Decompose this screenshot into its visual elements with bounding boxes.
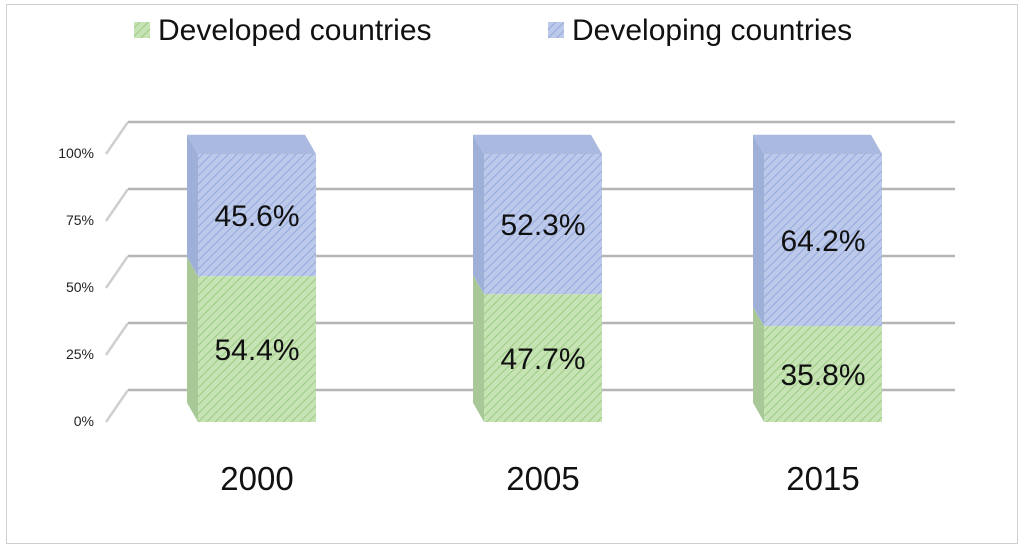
data-label: 52.3% <box>500 209 585 242</box>
y-tick-label: 50% <box>66 279 94 295</box>
bar-segment-2005-developing <box>484 154 602 295</box>
legend-swatch-developed <box>134 22 150 38</box>
bar-group-2005: 47.7% 52.3% <box>473 134 602 422</box>
bar-segment-2015-developing <box>764 154 882 327</box>
data-label: 54.4% <box>214 334 299 367</box>
bar-side-2015-0 <box>753 306 764 422</box>
bar-segment-2005-developed <box>484 294 602 422</box>
bars: 54.4% 45.6% 47.7% 52.3% 35.8% 64.2% <box>187 134 882 422</box>
bar-group-2000: 54.4% 45.6% <box>187 134 316 422</box>
x-tick-label: 2000 <box>220 460 293 497</box>
bar-segment-2000-developed <box>198 276 316 422</box>
bar-top-2005 <box>473 134 602 154</box>
y-tick-label: 0% <box>74 413 94 429</box>
x-tick-label: 2005 <box>506 460 579 497</box>
data-label: 45.6% <box>214 200 299 233</box>
bar-side-2000-1 <box>187 134 198 277</box>
legend: Developed countries Developing countries <box>134 14 852 47</box>
bar-side-2005-0 <box>473 274 484 422</box>
bar-top-2015 <box>753 134 882 154</box>
gridline-depth <box>104 389 130 423</box>
x-tick-label: 2015 <box>786 460 859 497</box>
bar-segment-2000-developing <box>198 154 316 277</box>
legend-label-developing: Developing countries <box>572 14 852 47</box>
bar-side-2005-1 <box>473 134 484 295</box>
bar-side-2015-1 <box>753 134 764 327</box>
legend-label-developed: Developed countries <box>158 14 432 47</box>
legend-swatch-developing <box>548 22 564 38</box>
x-axis-labels: 2000 2005 2015 <box>220 460 859 497</box>
bar-side-2000-0 <box>187 257 198 422</box>
data-label: 47.7% <box>500 343 585 376</box>
y-tick-label: 75% <box>66 212 94 228</box>
gridline-depth <box>104 255 130 289</box>
bar-top-2000 <box>187 134 316 154</box>
data-label: 35.8% <box>780 359 865 392</box>
gridline-depth <box>104 322 130 356</box>
gridline-depth <box>104 188 130 222</box>
data-label: 64.2% <box>780 225 865 258</box>
bar-segment-2015-developed <box>764 326 882 422</box>
y-tick-label: 25% <box>66 346 94 362</box>
gridline-depth <box>104 121 130 155</box>
bar-group-2015: 35.8% 64.2% <box>753 134 882 422</box>
y-axis-ticks: 0% 25% 50% 75% 100% <box>58 145 94 429</box>
y-tick-label: 100% <box>58 145 94 161</box>
